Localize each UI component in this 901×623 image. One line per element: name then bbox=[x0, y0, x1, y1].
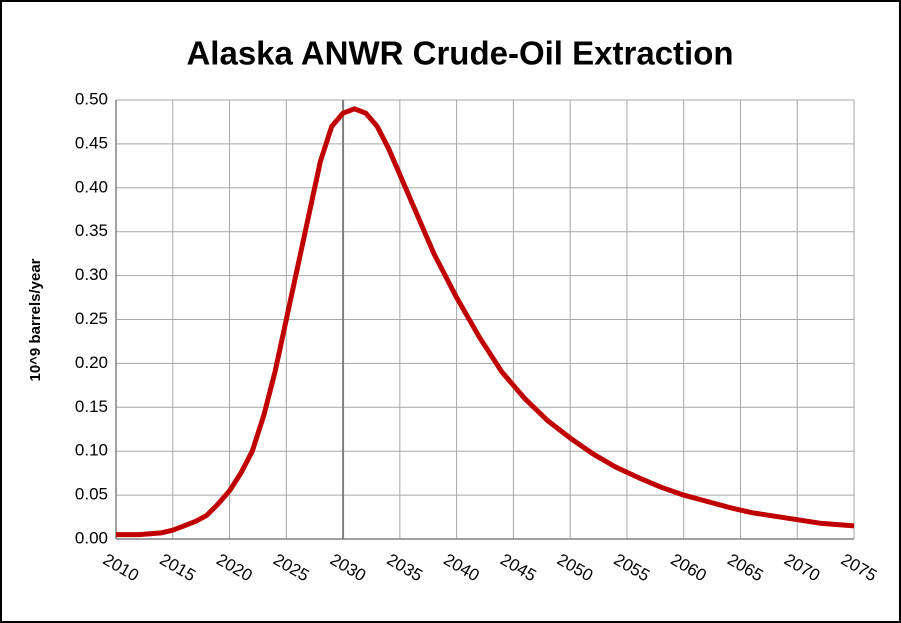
data-line bbox=[116, 106, 855, 538]
y-tick-label: 0.50 bbox=[75, 89, 108, 108]
y-tick-label: 0.10 bbox=[75, 441, 108, 460]
y-tick-label: 0.05 bbox=[75, 485, 108, 504]
y-axis-label: 10^9 barrels/year bbox=[27, 258, 44, 381]
y-tick-label: 0.35 bbox=[75, 221, 108, 240]
chart-title: Alaska ANWR Crude-Oil Extraction bbox=[186, 35, 733, 72]
y-tick-label: 0.15 bbox=[75, 397, 108, 416]
y-tick-label: 0.40 bbox=[75, 177, 108, 196]
y-tick-label: 0.00 bbox=[75, 528, 108, 547]
y-tick-label: 0.30 bbox=[75, 265, 108, 284]
y-tick-label: 0.45 bbox=[75, 133, 108, 152]
y-tick-label: 0.20 bbox=[75, 353, 108, 372]
y-tick-label: 0.25 bbox=[75, 309, 108, 328]
